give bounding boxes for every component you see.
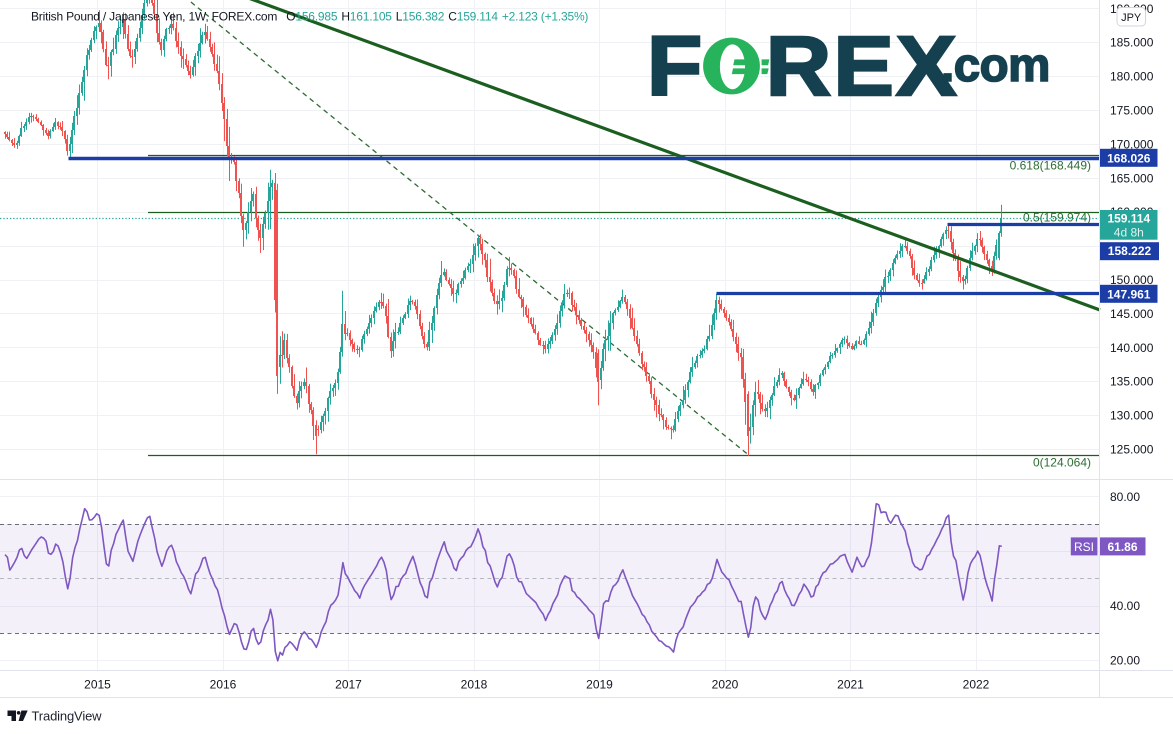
svg-text:185.000: 185.000 bbox=[1110, 36, 1154, 50]
svg-text:4d 8h: 4d 8h bbox=[1114, 226, 1144, 240]
svg-text:168.026: 168.026 bbox=[1107, 151, 1151, 165]
svg-text:125.000: 125.000 bbox=[1110, 443, 1154, 457]
svg-text:158.222: 158.222 bbox=[1108, 244, 1152, 258]
svg-text:2019: 2019 bbox=[586, 678, 613, 692]
svg-text:2022: 2022 bbox=[963, 678, 990, 692]
svg-text:2016: 2016 bbox=[210, 678, 237, 692]
svg-text:2020: 2020 bbox=[712, 678, 739, 692]
svg-text:80.00: 80.00 bbox=[1110, 490, 1140, 504]
svg-text:130.000: 130.000 bbox=[1110, 409, 1154, 423]
svg-text:.com: .com bbox=[941, 39, 1050, 92]
svg-text:RSI: RSI bbox=[1074, 540, 1094, 554]
svg-text:0.618(168.449): 0.618(168.449) bbox=[1010, 159, 1091, 173]
svg-text:2017: 2017 bbox=[335, 678, 362, 692]
svg-text:40.00: 40.00 bbox=[1110, 599, 1140, 613]
svg-text:147.961: 147.961 bbox=[1107, 287, 1151, 301]
svg-text:145.000: 145.000 bbox=[1110, 307, 1154, 321]
svg-text:REX: REX bbox=[766, 19, 959, 113]
svg-text:180.000: 180.000 bbox=[1110, 70, 1154, 84]
svg-text:0(124.064): 0(124.064) bbox=[1033, 456, 1091, 470]
svg-text:British Pound / Japanese Yen,: British Pound / Japanese Yen, 1W, FOREX.… bbox=[31, 10, 588, 24]
svg-text:159.114: 159.114 bbox=[1107, 212, 1150, 226]
svg-text:150.000: 150.000 bbox=[1110, 273, 1154, 287]
svg-text:140.000: 140.000 bbox=[1110, 341, 1154, 355]
svg-text:165.000: 165.000 bbox=[1110, 171, 1154, 185]
svg-text:175.000: 175.000 bbox=[1110, 104, 1154, 118]
svg-text:61.86: 61.86 bbox=[1107, 540, 1137, 554]
svg-text:JPY: JPY bbox=[1121, 12, 1142, 24]
svg-text:F: F bbox=[647, 19, 702, 113]
svg-text:TradingView: TradingView bbox=[32, 708, 103, 723]
svg-text:2015: 2015 bbox=[84, 678, 111, 692]
svg-text:135.000: 135.000 bbox=[1110, 375, 1154, 389]
svg-text:0.5(159.974): 0.5(159.974) bbox=[1023, 211, 1091, 225]
svg-text:20.00: 20.00 bbox=[1110, 654, 1140, 668]
svg-text:170.000: 170.000 bbox=[1110, 137, 1154, 151]
svg-text:2021: 2021 bbox=[837, 678, 864, 692]
svg-text:2018: 2018 bbox=[461, 678, 488, 692]
